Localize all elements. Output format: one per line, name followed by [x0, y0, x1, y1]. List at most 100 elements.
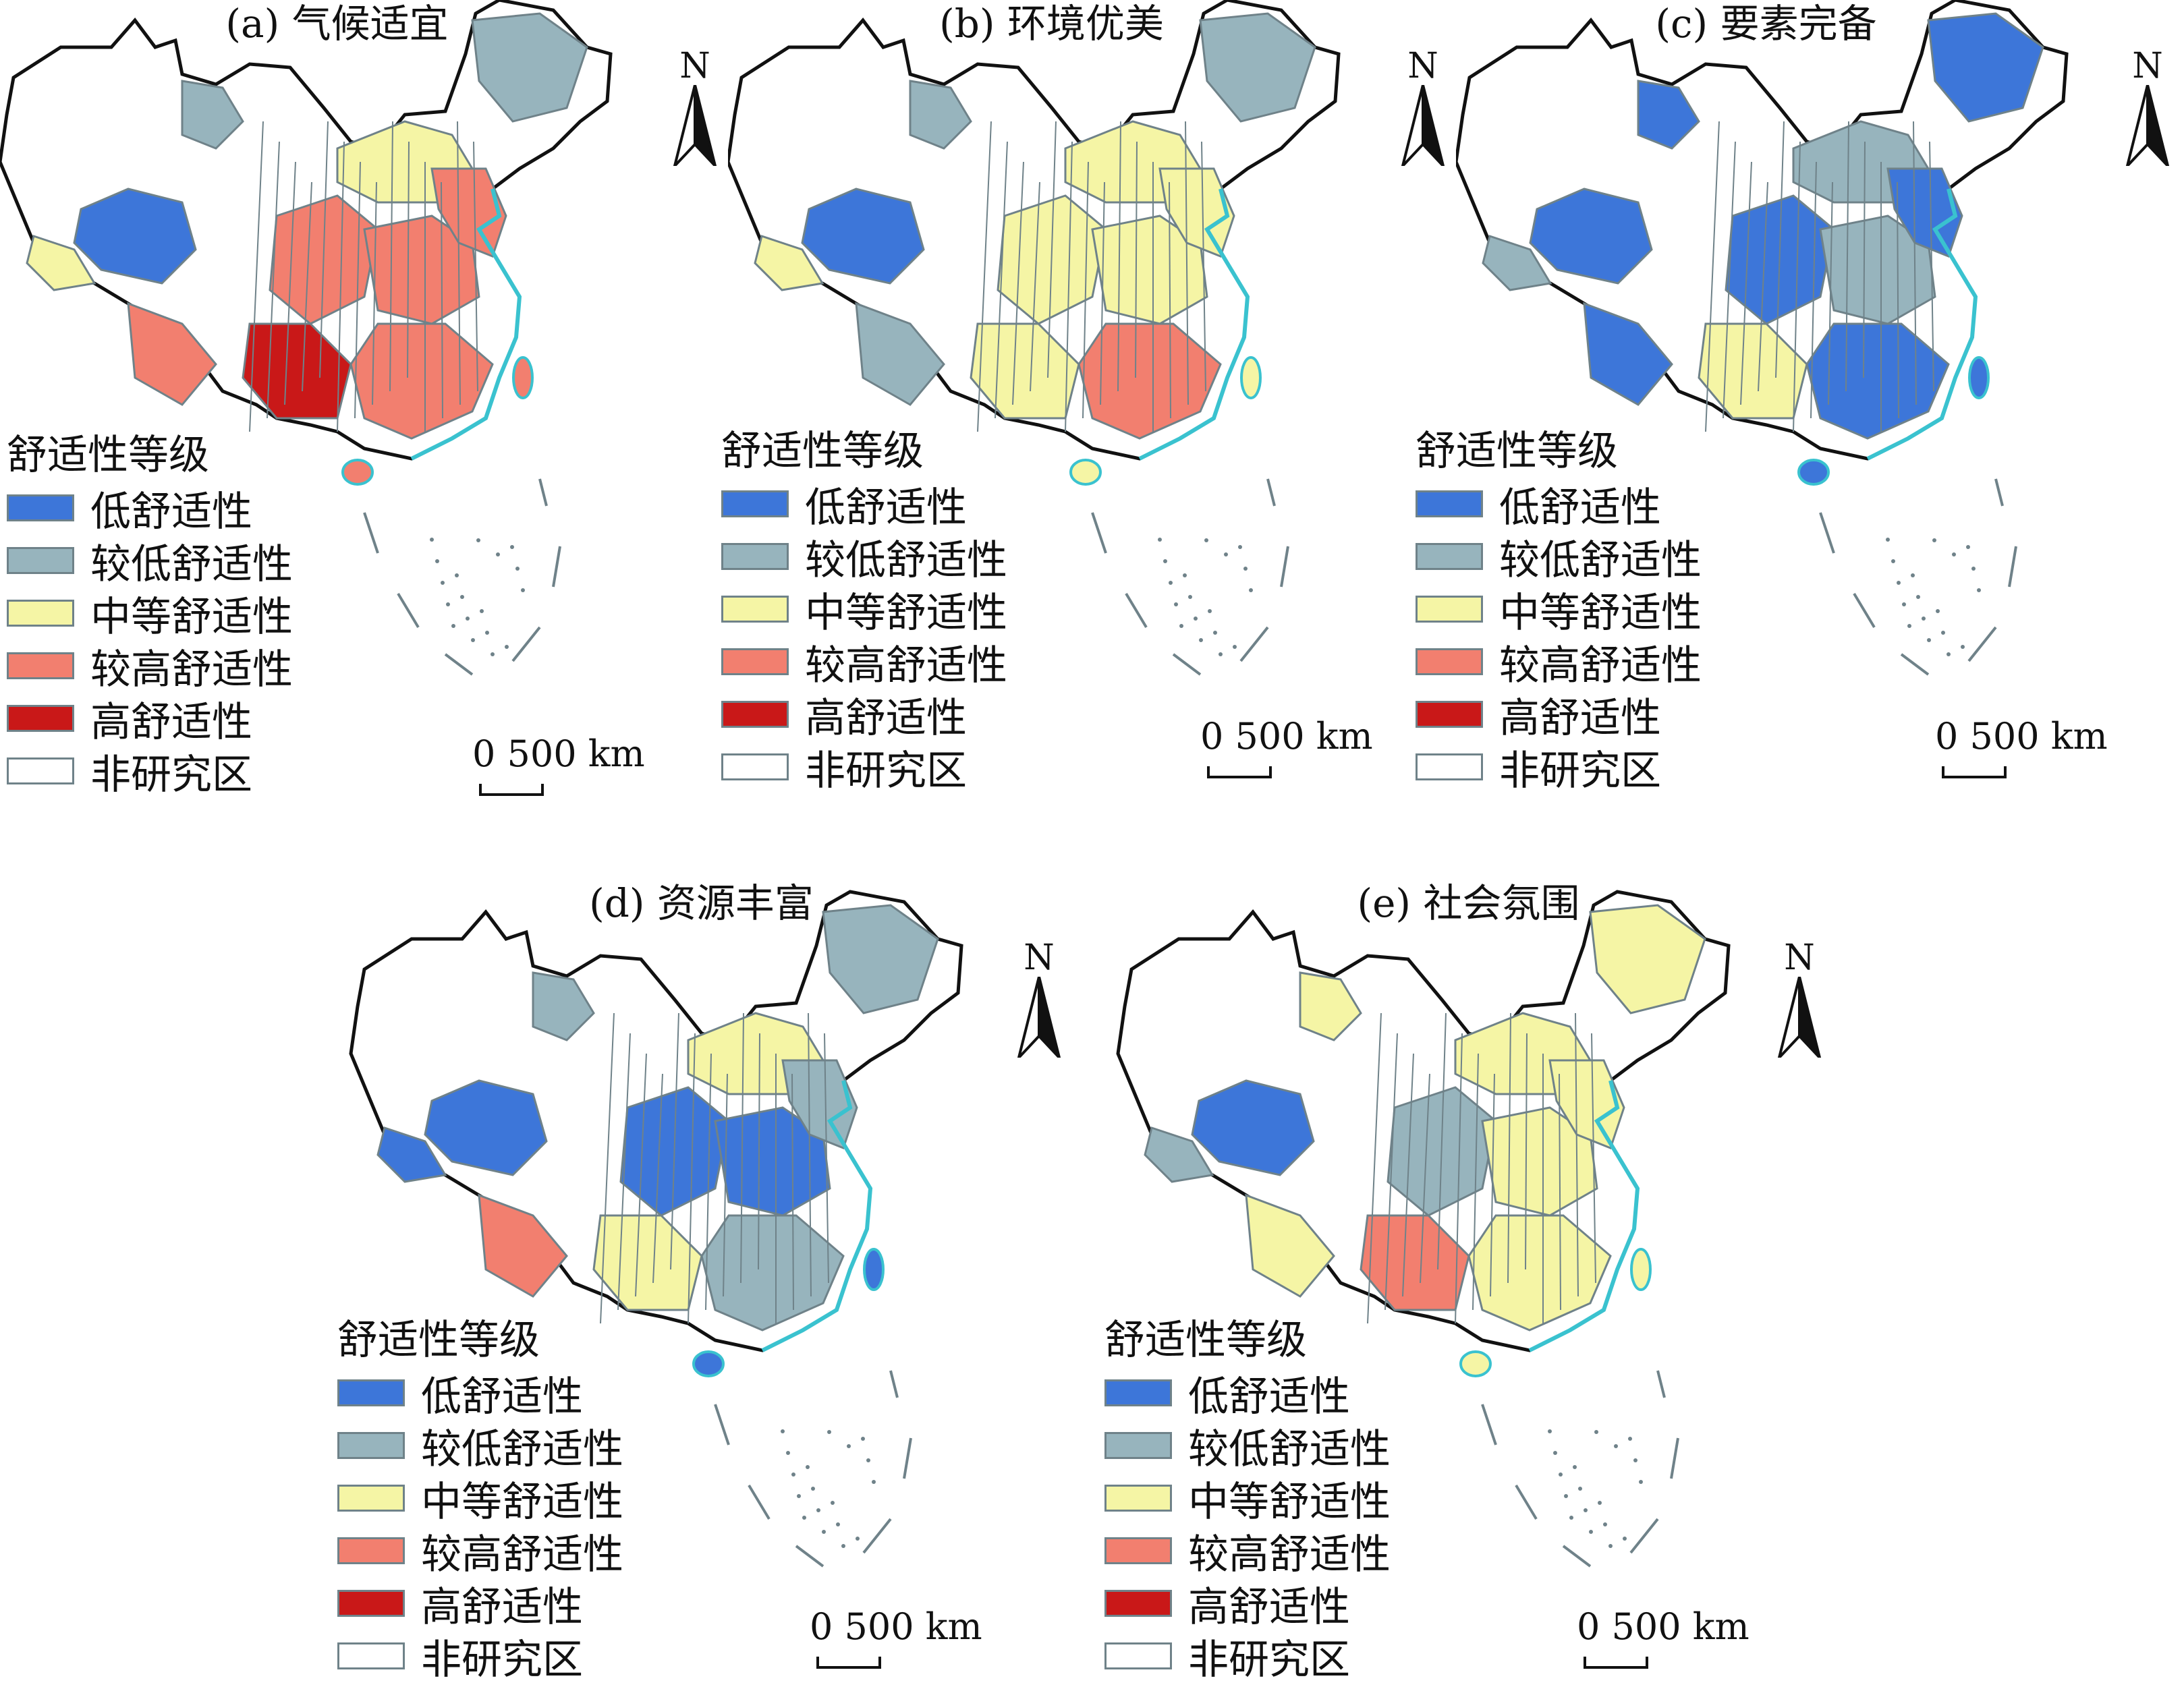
- legend-item: 低舒适性: [337, 1367, 623, 1421]
- legend-label: 低舒适性: [1499, 484, 1661, 532]
- admin-boundary: [267, 141, 280, 419]
- legend-label: 非研究区: [421, 1636, 583, 1684]
- scale-bar-c: 0 500 km: [1935, 716, 2108, 778]
- region: [1158, 167, 1235, 258]
- island-dot: [811, 1487, 815, 1491]
- legend-label: 非研究区: [90, 751, 252, 799]
- map-panel-a: (a) 气候适宜 N 0 500 km 舒适性等级 低舒适性 较低舒适性 中等舒适性较…: [0, 0, 728, 844]
- island-dot: [1224, 552, 1228, 556]
- admin-boundary: [1012, 161, 1024, 405]
- island-dot: [1907, 624, 1911, 628]
- admin-boundary: [1723, 141, 1736, 419]
- legend-label: 高舒适性: [421, 1583, 583, 1631]
- region: [714, 1106, 831, 1217]
- legend-item: 较高舒适性: [337, 1524, 623, 1578]
- admin-boundary: [808, 1012, 812, 1297]
- legend-swatch: [721, 543, 789, 570]
- admin-boundary: [705, 1053, 712, 1311]
- legend-c: 舒适性等级 低舒适性 较低舒适性 中等舒适性 较高舒适性 高舒适性 非研究区: [1416, 425, 1702, 795]
- legend-swatch: [1416, 648, 1483, 675]
- legend-label: 较高舒适性: [90, 646, 293, 693]
- island-dot: [451, 624, 455, 628]
- island-dot: [1891, 559, 1895, 563]
- island: [512, 356, 534, 399]
- island-dot: [1553, 1451, 1557, 1455]
- region: [1199, 12, 1316, 123]
- island: [1240, 356, 1262, 399]
- north-arrow-label: N: [1784, 938, 1815, 978]
- scale-bar-line: [479, 784, 544, 796]
- admin-boundary: [372, 181, 377, 405]
- island-dot: [1578, 1487, 1582, 1491]
- north-arrow-label: N: [1407, 46, 1438, 86]
- island-dot: [866, 1458, 870, 1462]
- scale-bar-line: [1584, 1657, 1648, 1669]
- admin-boundary: [1913, 121, 1917, 405]
- island: [1459, 1350, 1492, 1377]
- admin-boundary: [617, 1033, 631, 1311]
- admin-boundary: [1507, 1012, 1511, 1284]
- china-map-c: [1456, 0, 2069, 676]
- island-dot: [1174, 602, 1178, 606]
- legend-label: 中等舒适性: [805, 589, 1007, 637]
- south-china-sea-boundary: [1481, 1370, 1679, 1568]
- island-dot: [1179, 624, 1183, 628]
- scale-bar-line: [1942, 766, 2007, 778]
- region: [1927, 12, 2044, 123]
- island-dot: [1966, 545, 1970, 549]
- island: [1968, 356, 1990, 399]
- region: [1077, 322, 1222, 440]
- island-dot: [781, 1429, 785, 1433]
- legend-item: 非研究区: [721, 741, 1007, 795]
- island-dot: [1219, 652, 1223, 656]
- legend-swatch: [7, 494, 74, 521]
- legend-item: 较低舒适性: [337, 1419, 623, 1473]
- island-dot: [1194, 617, 1198, 621]
- legend-item: 较低舒适性: [1104, 1419, 1391, 1473]
- legend-label: 非研究区: [805, 747, 967, 795]
- legend-swatch: [1416, 490, 1483, 517]
- island-dot: [1169, 581, 1173, 585]
- island-dot: [1639, 1480, 1643, 1484]
- admin-boundary: [670, 1012, 679, 1270]
- admin-boundary: [473, 141, 478, 392]
- admin-boundary: [723, 1073, 728, 1297]
- island-dot: [1188, 595, 1192, 599]
- region: [781, 1059, 858, 1149]
- coastline: [1138, 188, 1250, 461]
- legend-swatch: [1416, 753, 1483, 780]
- north-arrow-icon: [2125, 84, 2171, 171]
- region: [349, 322, 494, 440]
- legend-label: 中等舒适性: [1188, 1478, 1391, 1526]
- legend-swatch: [1104, 1379, 1172, 1406]
- island-dot: [856, 1537, 860, 1541]
- legend-item: 低舒适性: [1416, 478, 1702, 532]
- panel-a-title: (a) 气候适宜: [225, 1, 449, 47]
- legend-title: 舒适性等级: [7, 432, 209, 479]
- region: [1589, 904, 1706, 1014]
- region: [1091, 214, 1208, 325]
- legend-swatch: [1416, 701, 1483, 728]
- legend-item: 高舒适性: [721, 688, 1007, 742]
- north-arrow-label: N: [2132, 46, 2163, 86]
- region: [127, 302, 217, 406]
- map-panel-c: (c) 要素完备 N 0 500 km 舒适性等级 低舒适性 较低舒适性 中等舒适性较…: [1416, 0, 2184, 844]
- island-dot: [836, 1522, 840, 1526]
- legend-b: 舒适性等级 低舒适性 较低舒适性 中等舒适性 较高舒适性 高舒适性 非研究区: [721, 425, 1007, 795]
- legend-swatch: [7, 757, 74, 784]
- south-china-sea-boundary: [363, 478, 561, 676]
- legend-e: 舒适性等级 低舒适性 较低舒适性 中等舒适性 较高舒适性 高舒适性 非研究区: [1104, 1314, 1391, 1684]
- legend-label: 较低舒适性: [805, 536, 1007, 584]
- legend-label: 高舒适性: [805, 694, 967, 742]
- island-dot: [791, 1472, 795, 1477]
- panel-e-title: (e) 社会氛围: [1357, 880, 1580, 926]
- north-arrow-icon: [1776, 976, 1822, 1062]
- south-china-sea-boundary: [1819, 478, 2017, 676]
- legend-swatch: [7, 547, 74, 574]
- region: [1583, 302, 1673, 406]
- legend-swatch: [1104, 1432, 1172, 1459]
- admin-boundary: [389, 121, 393, 392]
- legend-d: 舒适性等级 低舒适性 较低舒适性 中等舒适性 较高舒适性 高舒适性 非研究区: [337, 1314, 623, 1684]
- island-dot: [1204, 538, 1208, 542]
- island-dot: [1238, 545, 1242, 549]
